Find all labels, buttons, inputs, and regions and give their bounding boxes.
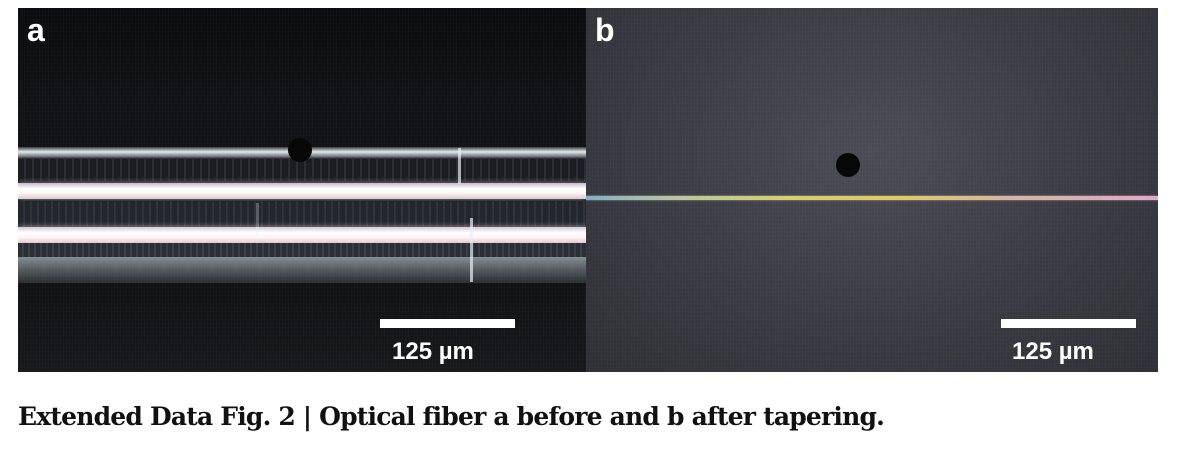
fiber-defect-line xyxy=(458,148,461,184)
scale-bar-label: 125 µm xyxy=(1012,338,1094,365)
marker-dot xyxy=(288,138,312,162)
figure: a 125 µm b 125 µm xyxy=(18,8,1158,372)
scale-bar xyxy=(380,319,515,328)
scale-bar xyxy=(1001,319,1136,328)
fiber-strand-lower xyxy=(18,257,586,283)
fiber-defect-line xyxy=(256,203,259,243)
fiber-strand-dark xyxy=(18,201,586,227)
fiber-defect-line xyxy=(470,218,473,282)
fiber-core-bright-lower xyxy=(18,227,586,243)
marker-dot xyxy=(836,153,860,177)
scale-bar-label: 125 µm xyxy=(392,338,474,365)
panel-b-micrograph: b 125 µm xyxy=(586,8,1158,372)
image-noise xyxy=(586,8,1158,372)
tapered-fiber-line xyxy=(586,196,1158,200)
panel-label-a: a xyxy=(27,12,45,48)
figure-caption: Extended Data Fig. 2 | Optical fiber a b… xyxy=(18,402,885,431)
panel-a-micrograph: a 125 µm xyxy=(18,8,586,372)
fiber-core-bright-upper xyxy=(18,183,586,199)
panel-label-b: b xyxy=(595,12,615,48)
fiber-strand-dark xyxy=(18,159,586,181)
fiber-strand-dark xyxy=(18,243,586,257)
